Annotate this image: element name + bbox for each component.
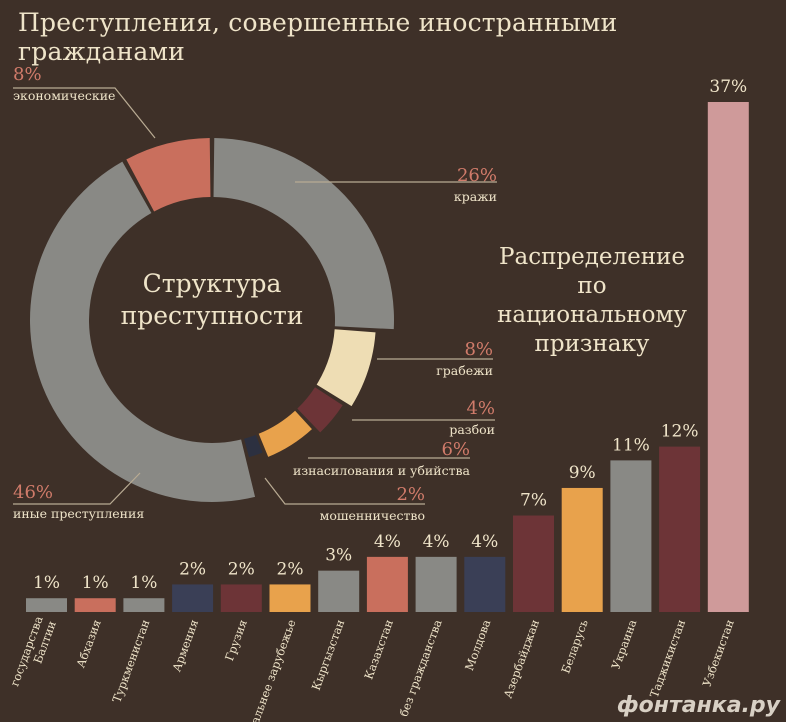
bar-value-label-5: 2% bbox=[228, 559, 255, 579]
bar-category-label-13: Украина bbox=[609, 617, 640, 671]
bar-value-label-15: 37% bbox=[709, 77, 747, 97]
slice-category-label-1: кражи bbox=[454, 189, 497, 204]
callout-line-6 bbox=[13, 472, 141, 505]
bar-value-label-13: 11% bbox=[612, 435, 650, 455]
bar-2 bbox=[74, 598, 116, 612]
bar-13 bbox=[610, 460, 652, 612]
bar-14 bbox=[659, 446, 701, 612]
slice-category-label-6: иные преступления bbox=[13, 506, 144, 521]
bar-category-label-5: Грузия bbox=[222, 618, 250, 663]
bar-category-label-4: Армения bbox=[169, 618, 201, 674]
bar-12 bbox=[561, 487, 603, 612]
bar-10 bbox=[464, 556, 506, 612]
slice-value-label-1: 26% bbox=[457, 165, 497, 186]
bar-category-label-11: Азербайджан bbox=[501, 617, 543, 700]
slice-value-label-3: 4% bbox=[466, 398, 495, 419]
bar-value-label-10: 4% bbox=[471, 532, 498, 552]
bar-value-label-14: 12% bbox=[661, 422, 699, 442]
callout-line-5 bbox=[264, 477, 425, 505]
bar-6 bbox=[269, 584, 311, 612]
bar-value-label-9: 4% bbox=[423, 532, 450, 552]
bar-category-label-9: без гражданства bbox=[397, 617, 445, 718]
donut-slice-6 bbox=[30, 161, 256, 502]
bar-category-label-8: Казахстан bbox=[361, 617, 396, 681]
donut-slice-1 bbox=[213, 138, 394, 330]
bar-value-label-11: 7% bbox=[520, 491, 547, 511]
slice-value-label-2: 8% bbox=[464, 339, 493, 360]
slice-category-label-2: грабежи bbox=[436, 363, 493, 378]
donut-callouts: 26% кражи 8% грабежи 4% разбои 6% изнасилования… bbox=[13, 64, 497, 523]
bar-value-label-1: 1% bbox=[33, 573, 60, 593]
bar-value-label-3: 1% bbox=[130, 573, 157, 593]
bar-8 bbox=[366, 556, 408, 612]
bar-value-label-12: 9% bbox=[569, 463, 596, 483]
bar-category-label-6: дальнее зарубежье bbox=[245, 617, 298, 722]
bar-15 bbox=[707, 102, 749, 612]
donut-slice-4 bbox=[258, 410, 312, 457]
slice-category-label-3: разбои bbox=[449, 422, 495, 437]
slice-category-label-7: экономические bbox=[13, 88, 115, 103]
slice-value-label-6: 46% bbox=[13, 482, 53, 503]
bar-11 bbox=[513, 515, 554, 612]
bar-category-label-12: Беларусь bbox=[558, 618, 590, 676]
callout-line-7 bbox=[13, 87, 156, 139]
donut-slice-2 bbox=[316, 329, 376, 407]
bar-value-label-6: 2% bbox=[277, 559, 304, 579]
bar-1 bbox=[26, 598, 67, 612]
bar-category-label-10: Молдова bbox=[462, 617, 493, 672]
bar-category-label-7: Кыргызстан bbox=[309, 617, 348, 692]
donut-slice-5 bbox=[244, 434, 263, 458]
slice-value-label-4: 6% bbox=[441, 439, 470, 460]
donut-center-label: Структура преступностиСтруктура преступно… bbox=[121, 269, 304, 330]
slice-value-label-5: 2% bbox=[396, 484, 425, 505]
donut-slice-7 bbox=[126, 138, 211, 212]
slice-value-label-7: 8% bbox=[13, 64, 42, 85]
slice-category-label-5: мошенничество bbox=[320, 508, 425, 523]
bar-3 bbox=[123, 598, 165, 612]
bar-value-label-2: 1% bbox=[82, 573, 109, 593]
bar-value-label-8: 4% bbox=[374, 532, 401, 552]
bar-category-label-15: Узбекистан bbox=[700, 617, 737, 688]
watermark-logo: фонтанка.ру bbox=[616, 693, 780, 718]
bar-7 bbox=[318, 570, 360, 612]
bar-category-label-1: государстваБалтии bbox=[7, 614, 59, 693]
bar-category-label-3: Туркменистан bbox=[109, 617, 152, 704]
bar-category-label-14: Таджикистан bbox=[647, 617, 688, 699]
bar-chart-title: Распределение по национальному признакуРасп… bbox=[497, 244, 687, 357]
bar-4 bbox=[172, 584, 214, 612]
bar-9 bbox=[415, 556, 457, 612]
donut-chart: Структура преступностиСтруктура преступно… bbox=[30, 138, 394, 502]
slice-category-label-4: изнасилования и убийства bbox=[293, 463, 471, 478]
bar-category-label-2: Абхазия bbox=[73, 618, 103, 670]
bar-value-label-4: 2% bbox=[179, 559, 206, 579]
bar-5 bbox=[220, 584, 262, 612]
donut-slice-3 bbox=[297, 387, 343, 433]
page-title: Преступления, совершенные иностранными г… bbox=[18, 8, 618, 66]
bar-value-label-7: 3% bbox=[325, 546, 352, 566]
